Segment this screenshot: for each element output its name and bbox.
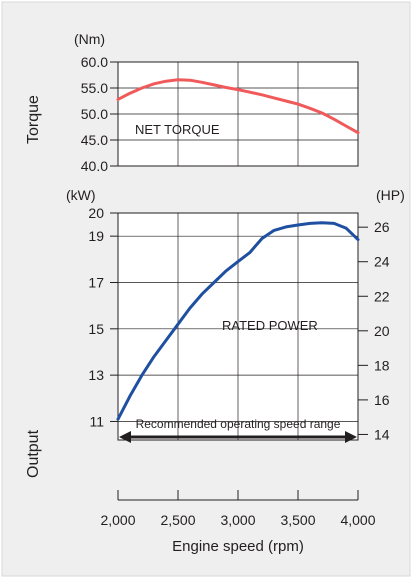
kw-tick-label: 17 (88, 274, 104, 290)
range-arrow-right-head (345, 431, 357, 443)
x-tick-label: 3,000 (220, 512, 255, 528)
hp-tick-label: 20 (374, 323, 390, 339)
hp-tick-label: 16 (374, 392, 390, 408)
net-torque-label: NET TORQUE (135, 122, 220, 137)
torque-y-ticks: 60.0 55.0 50.0 45.0 40.0 (81, 54, 118, 174)
kw-tick-label: 13 (88, 367, 104, 383)
hp-unit-label: (HP) (376, 187, 405, 203)
rated-power-label: RATED POWER (222, 318, 318, 333)
torque-y-tick-label: 55.0 (81, 80, 108, 96)
hp-tick-label: 26 (374, 219, 390, 235)
torque-y-tick-label: 50.0 (81, 106, 108, 122)
kw-tick-label: 15 (88, 321, 104, 337)
kw-unit-label: (kW) (66, 187, 96, 203)
recommended-range: Recommended operating speed range (119, 417, 357, 443)
range-arrow-left-head (119, 431, 131, 443)
output-hp-ticks: 26 24 22 20 18 16 14 (358, 219, 390, 442)
hp-tick-label: 24 (374, 254, 390, 270)
kw-tick-label: 11 (89, 413, 104, 429)
torque-panel: 60.0 55.0 50.0 45.0 40.0 (Nm) Torque NET TOR… (25, 31, 360, 174)
torque-grid (118, 62, 358, 166)
kw-tick-label: 19 (88, 228, 104, 244)
torque-axis-title: Torque (25, 95, 42, 144)
x-tick-label: 4,000 (340, 512, 375, 528)
torque-y-tick-label: 60.0 (81, 54, 108, 70)
hp-tick-label: 22 (374, 288, 390, 304)
output-kw-ticks: 20 19 17 15 13 11 (88, 205, 118, 429)
net-torque-line (116, 78, 360, 135)
rated-power-line (116, 221, 360, 421)
x-tick-label: 2,500 (160, 512, 195, 528)
output-axis-title: Output (25, 429, 42, 478)
output-panel: 20 19 17 15 13 11 26 24 22 20 18 16 14 (kW) (HP) Ou… (25, 187, 405, 478)
kw-tick-label: 20 (88, 205, 104, 221)
x-axis-title: Engine speed (rpm) (172, 538, 304, 555)
x-tick-label: 3,500 (280, 512, 315, 528)
torque-unit-label: (Nm) (74, 31, 105, 47)
hp-tick-label: 14 (374, 426, 390, 442)
x-tick-label: 2,000 (100, 512, 135, 528)
range-label: Recommended operating speed range (136, 417, 341, 431)
x-ticks: 2,000 2,500 3,000 3,500 4,000 (100, 490, 376, 528)
torque-y-tick-label: 40.0 (81, 158, 108, 174)
hp-tick-label: 18 (374, 357, 390, 373)
torque-y-tick-label: 45.0 (81, 132, 108, 148)
x-axis: 2,000 2,500 3,000 3,500 4,000 Engine speed (… (100, 490, 376, 555)
